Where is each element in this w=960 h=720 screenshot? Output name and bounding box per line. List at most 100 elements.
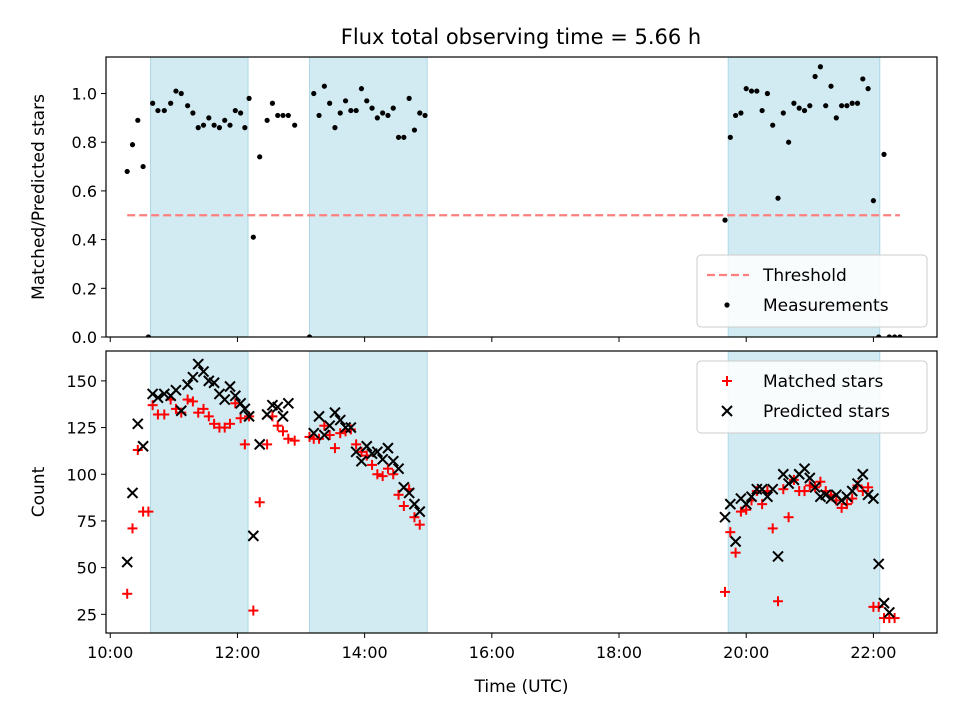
matched-star-point	[799, 486, 810, 497]
measurement-point	[316, 112, 322, 119]
measurement-point	[411, 127, 418, 133]
matched-star-point	[272, 420, 283, 431]
predicted-star-point	[862, 489, 874, 501]
predicted-star-point	[137, 440, 149, 452]
predicted-star-point	[371, 446, 384, 458]
matched-star-point	[254, 497, 265, 508]
predicted-star-point	[392, 462, 405, 475]
y-tick-label: 1.0	[72, 85, 97, 104]
measurement-point	[733, 112, 739, 119]
predicted-star-point	[387, 455, 399, 467]
measurement-point	[833, 115, 839, 121]
predicted-star-point	[729, 535, 742, 548]
measurement-point	[124, 168, 130, 175]
predicted-star-point	[825, 492, 837, 505]
predicted-star-point	[414, 505, 426, 518]
predicted-star-point	[403, 487, 415, 499]
measurement-point	[727, 134, 733, 140]
measurement-point	[280, 112, 286, 119]
measurement-point	[190, 110, 196, 116]
predicted-star-point	[282, 397, 295, 409]
predicted-star-point	[224, 380, 236, 393]
matched-star-point	[356, 446, 367, 457]
measurement-point	[211, 122, 217, 128]
measurement-point	[892, 334, 898, 337]
predicted-star-point	[229, 390, 242, 402]
matched-star-point	[730, 547, 741, 558]
legend-label: Predicted stars	[763, 402, 890, 422]
matched-star-point	[725, 527, 736, 538]
legend-box	[696, 254, 928, 328]
matched-star-point	[398, 501, 409, 512]
measurement-point	[206, 115, 212, 121]
matched-star-point	[852, 480, 863, 491]
x-tick-label: 20:00	[723, 643, 769, 662]
matched-star-point	[278, 426, 289, 437]
matched-star-point	[127, 523, 138, 534]
predicted-star-point	[798, 462, 811, 475]
legend-label: Measurements	[763, 296, 889, 316]
matched-star-point	[248, 605, 259, 616]
predicted-star-point	[334, 414, 346, 426]
matched-star-point	[193, 407, 204, 418]
matched-star-point	[720, 586, 731, 597]
measurement-point	[129, 142, 136, 148]
measurement-point	[865, 86, 871, 92]
measurement-point	[250, 234, 256, 240]
matched-star-point	[783, 512, 794, 523]
predicted-star-point	[724, 498, 737, 510]
predicted-star-point	[350, 446, 362, 458]
matched-star-point	[219, 422, 230, 433]
measurement-point	[812, 73, 818, 80]
measurement-point	[849, 100, 855, 106]
measurement-point	[743, 86, 749, 92]
matched-star-point	[289, 435, 300, 446]
x-tick-label: 22:00	[850, 643, 896, 662]
matched-star-point	[889, 613, 900, 624]
measurement-point	[342, 98, 349, 104]
y-axis-label: Count	[29, 466, 49, 517]
y-tick-label: 0.2	[72, 279, 97, 298]
measurement-point	[238, 110, 244, 116]
predicted-star-point	[756, 483, 768, 495]
measurement-point	[364, 98, 370, 104]
measurement-point	[292, 122, 298, 128]
predicted-star-point	[308, 427, 320, 439]
measurement-point	[881, 151, 887, 157]
measurement-point	[380, 110, 386, 116]
matched-star-point	[836, 502, 847, 513]
measurement-point	[775, 195, 781, 201]
predicted-star-point	[872, 558, 885, 570]
matched-star-point	[377, 471, 388, 482]
top-panel: 0.0 0.2 0.4 0.6 0.8 1.0 Matched/Predicted star…	[29, 56, 938, 347]
predicted-star-point	[809, 481, 821, 494]
axes-frame	[105, 56, 938, 338]
predicted-star-point	[740, 498, 752, 510]
predicted-star-point	[329, 406, 341, 419]
measurement-point	[178, 90, 184, 97]
predicted-star-point	[170, 384, 182, 396]
measurement-point	[406, 95, 412, 101]
measurement-point	[422, 112, 428, 119]
measurement-point	[150, 100, 156, 106]
predicted-star-point	[323, 419, 336, 432]
bottom-panel: 25 50 75 100 125 150 10:00 12:00 14:00 16:00 18:00…	[29, 350, 938, 697]
y-tick-label: 0.8	[72, 133, 97, 152]
measurement-point	[385, 112, 391, 119]
predicted-star-point	[851, 477, 864, 490]
matched-star-point	[388, 469, 399, 480]
predicted-star-point	[247, 530, 260, 542]
y-tick-label: 50	[77, 559, 97, 578]
measurement-point	[854, 100, 861, 106]
y-tick-label: 25	[77, 605, 97, 624]
measurement-point	[748, 88, 755, 94]
measurement-point	[754, 88, 760, 94]
measurement-point	[870, 198, 877, 204]
measurement-point	[796, 105, 802, 111]
predicted-star-point	[187, 371, 199, 383]
legend-dot-icon	[724, 302, 730, 308]
matched-star-point	[198, 403, 209, 414]
matched-star-point	[778, 484, 789, 495]
predicted-star-point	[361, 440, 373, 452]
measurement-point	[764, 90, 771, 97]
